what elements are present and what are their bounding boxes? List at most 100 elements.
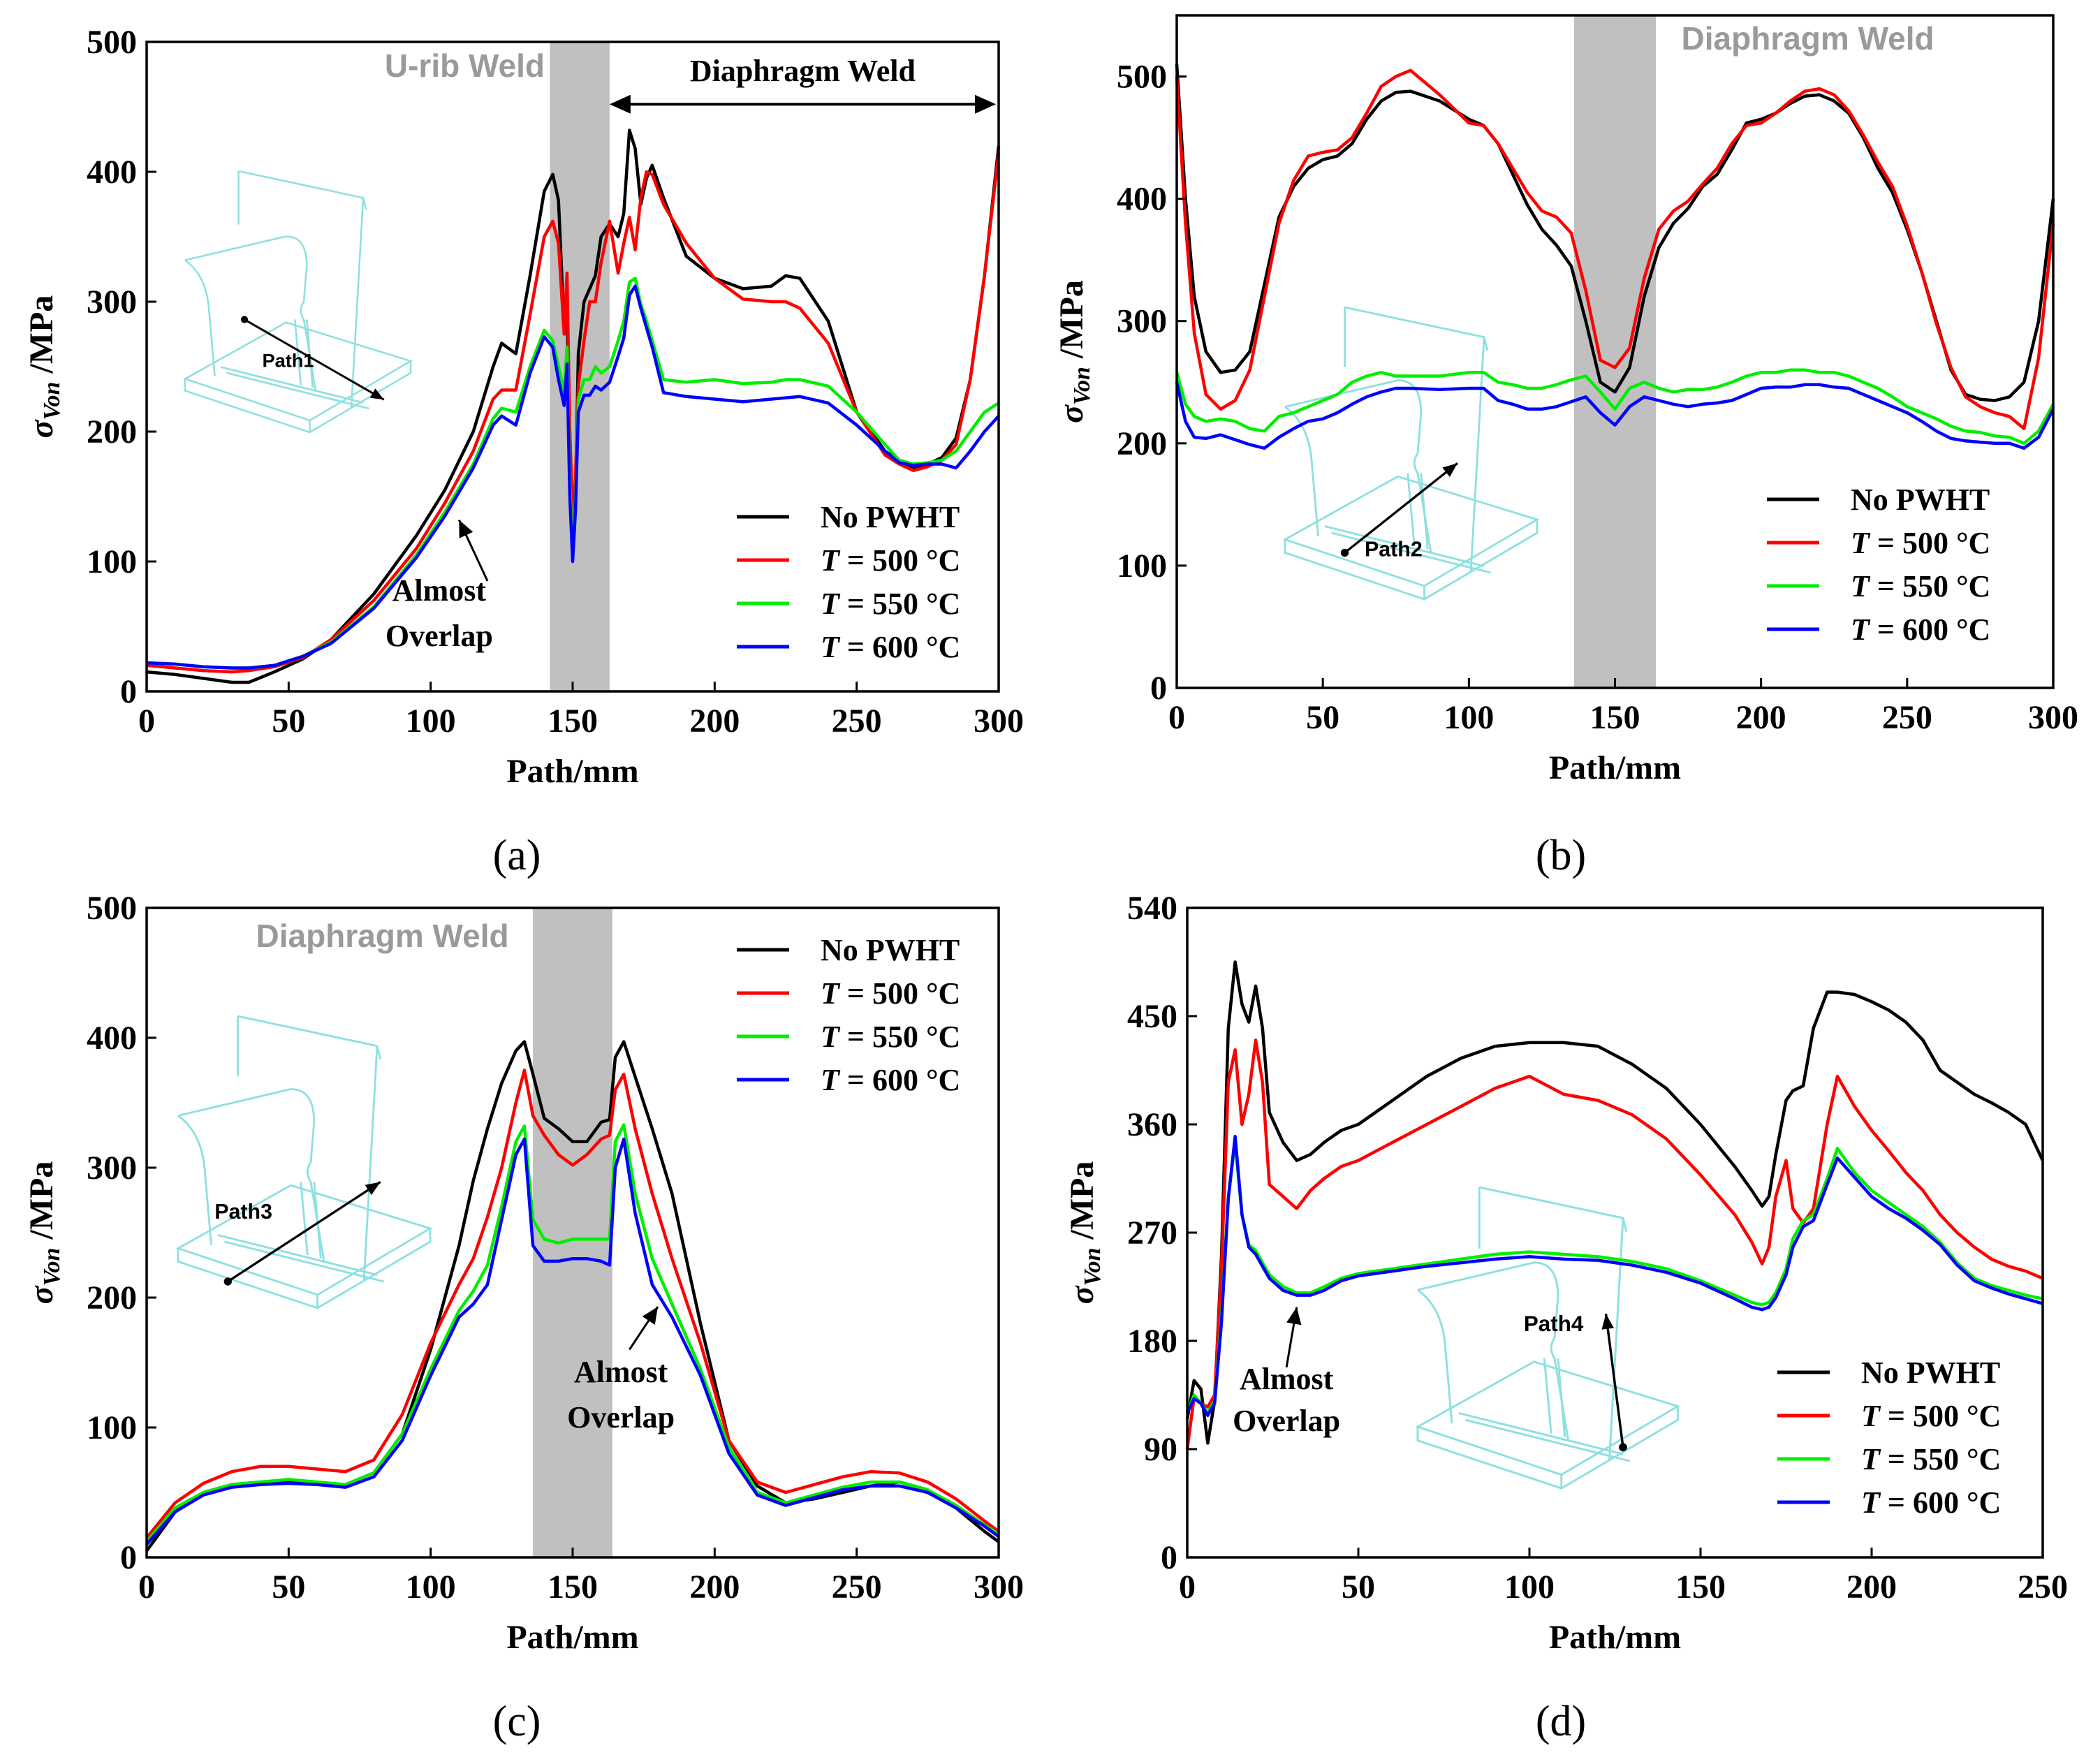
- steel-diaphragm-model-icon: Path2: [1282, 306, 1540, 601]
- y-tick-label: 100: [1117, 548, 1167, 585]
- x-tick-label: 100: [1444, 699, 1494, 736]
- series-line: [1185, 1134, 2043, 1418]
- arrow-icon: [459, 520, 473, 538]
- legend-entry: T = 600 °C: [821, 1063, 960, 1097]
- legend-entry: T = 500 °C: [821, 976, 960, 1011]
- steel-diaphragm-model-icon: Path4: [1415, 1186, 1681, 1490]
- y-tick-label: 270: [1127, 1214, 1177, 1251]
- y-tick-label: 500: [87, 24, 137, 61]
- annotation-text: Overlap: [386, 619, 493, 653]
- x-tick-label: 50: [1342, 1569, 1375, 1606]
- annotation-text: Almost: [1240, 1362, 1334, 1396]
- panel-label: (a): [493, 832, 541, 879]
- y-tick-label: 400: [87, 154, 137, 191]
- arrow-icon: [642, 1307, 658, 1325]
- x-tick-label: 50: [272, 703, 305, 740]
- y-tick-label: 0: [1150, 670, 1167, 707]
- x-tick-label: 200: [1846, 1569, 1897, 1606]
- x-tick-label: 250: [832, 1569, 882, 1606]
- series-line: [145, 1123, 1000, 1543]
- path-arrowhead-icon: [1442, 463, 1457, 477]
- series-line: [145, 1069, 1000, 1539]
- panel-d: Path4 0 50 100 150 200 250 0 90 180 270 360 450 540 Pa…: [1064, 890, 2068, 1745]
- inset-weld-lines: [1324, 473, 1491, 574]
- legend-entry: T = 600 °C: [1851, 612, 1990, 647]
- x-tick-label: 0: [1179, 1569, 1196, 1606]
- x-tick-label: 250: [1882, 699, 1932, 736]
- weld-band: [1573, 15, 1657, 688]
- inset-diaphragm: [237, 1015, 382, 1282]
- x-axis-title: Path/mm: [1549, 749, 1681, 786]
- x-tick-label: 200: [1736, 699, 1786, 736]
- legend-entry: T = 600 °C: [1861, 1485, 2001, 1520]
- path-arrowhead-icon: [365, 1182, 381, 1196]
- x-tick-label: 100: [406, 1569, 456, 1606]
- inset-plate: [1282, 475, 1540, 587]
- path-arrow-icon: [1604, 1314, 1624, 1448]
- x-tick-label: 200: [689, 1569, 740, 1606]
- y-axis-title: σVon /MPa: [1053, 280, 1095, 423]
- path-arrow-icon: [227, 1181, 381, 1283]
- path-arrow-icon: [244, 318, 385, 401]
- series-line: [145, 1137, 1000, 1546]
- annotation-text: Almost: [392, 573, 487, 608]
- panel-a: U-rib Weld Path1 0 50 100 150 200 250 300 0 100 200…: [23, 24, 1024, 879]
- path-start-dot: [223, 1277, 232, 1286]
- y-tick-label: 200: [87, 413, 137, 450]
- y-tick-label: 0: [1161, 1539, 1177, 1576]
- path-label: Path1: [263, 350, 314, 372]
- inset-plate: [182, 321, 413, 422]
- inset-plate: [1415, 1360, 1681, 1476]
- y-tick-label: 300: [87, 1150, 137, 1187]
- path-start-dot: [240, 316, 249, 323]
- legend-entry: No PWHT: [1861, 1356, 2000, 1390]
- path-start-dot: [1619, 1443, 1627, 1452]
- x-tick-label: 200: [689, 703, 740, 740]
- x-tick-label: 100: [406, 703, 456, 740]
- path-arrow-icon: [1344, 462, 1459, 554]
- y-tick-label: 360: [1127, 1106, 1177, 1143]
- legend-entry: T = 550 °C: [821, 587, 960, 621]
- y-tick-label: 90: [1144, 1431, 1177, 1468]
- y-tick-label: 200: [1117, 425, 1167, 462]
- y-tick-label: 540: [1127, 890, 1177, 927]
- legend-entry: T = 500 °C: [1861, 1399, 2001, 1433]
- series-line: [1175, 381, 2055, 450]
- inset-diaphragm: [237, 170, 367, 409]
- arrow-icon: [1286, 1307, 1302, 1326]
- inset-u-rib: [184, 235, 317, 391]
- arrow-left-icon: [609, 94, 631, 114]
- panel-c: Diaphragm Weld Path3 0 50 100 150 200 250 300 0 10…: [23, 890, 1024, 1745]
- inset-plate: [175, 1184, 433, 1296]
- weld-band: [533, 908, 612, 1557]
- inset-weld-lines: [1458, 1358, 1631, 1462]
- arrow-right-icon: [975, 94, 996, 114]
- inset-diaphragm: [1344, 306, 1489, 573]
- legend-entry: T = 600 °C: [821, 630, 960, 664]
- series-line: [1185, 1038, 2043, 1450]
- inset-u-rib: [1284, 379, 1432, 553]
- x-tick-label: 150: [1675, 1569, 1726, 1606]
- panel-label: (c): [493, 1698, 541, 1745]
- annotation-text: Almost: [574, 1355, 668, 1389]
- legend-entry: T = 550 °C: [1851, 569, 1990, 603]
- x-tick-label: 250: [2018, 1569, 2068, 1606]
- x-tick-label: 0: [138, 1569, 155, 1606]
- path-label: Path3: [214, 1200, 272, 1224]
- legend-entry: T = 500 °C: [821, 543, 960, 578]
- inset-u-rib: [1417, 1261, 1570, 1441]
- inset-u-rib: [177, 1088, 325, 1262]
- x-tick-label: 50: [272, 1569, 305, 1606]
- x-tick-label: 250: [832, 703, 882, 740]
- series-line: [1175, 368, 2055, 446]
- panel-label: (b): [1536, 832, 1586, 879]
- x-axis-title: Path/mm: [506, 1619, 638, 1656]
- annotation-text: Overlap: [1233, 1404, 1340, 1438]
- y-axis-title: σVon /MPa: [23, 1161, 65, 1305]
- y-tick-label: 100: [87, 1409, 137, 1446]
- legend-entry: No PWHT: [821, 500, 960, 534]
- y-tick-label: 180: [1127, 1323, 1177, 1360]
- y-tick-label: 300: [1117, 303, 1167, 340]
- y-axis-title: σVon /MPa: [23, 295, 65, 439]
